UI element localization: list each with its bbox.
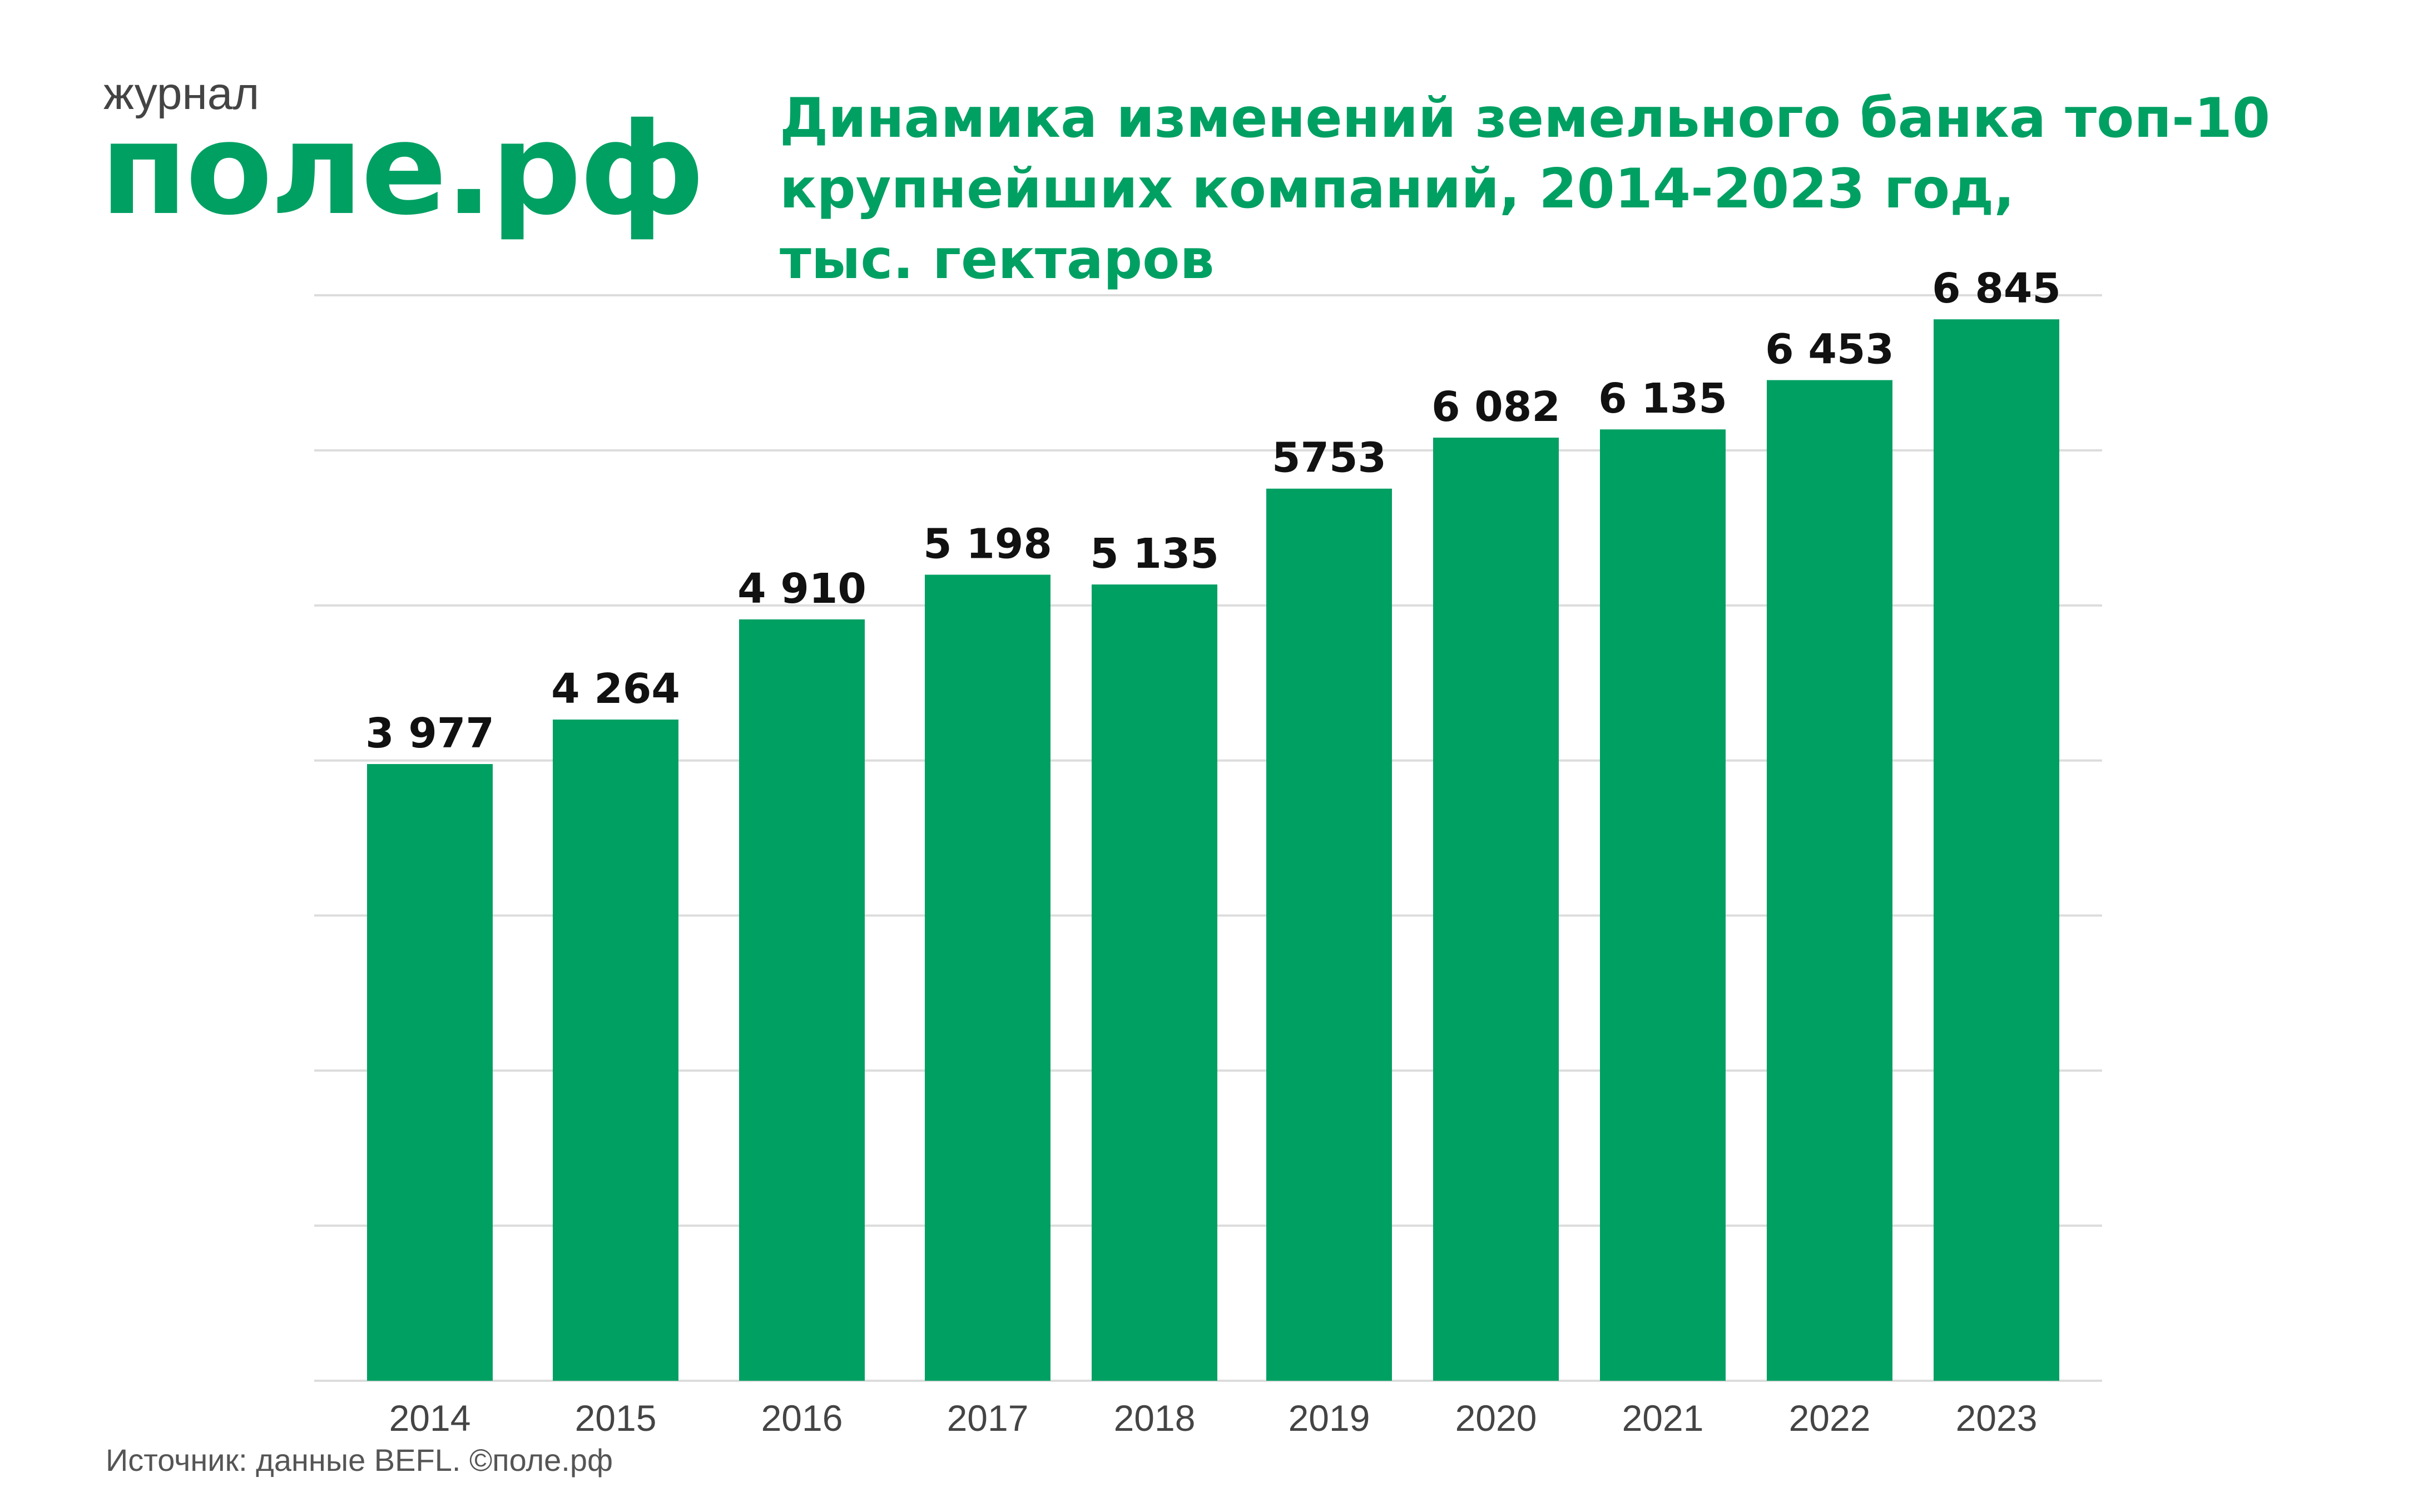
x-tick-label: 2014 [389, 1397, 471, 1439]
x-tick-label: 2015 [575, 1397, 657, 1439]
x-tick-label: 2023 [1956, 1397, 2038, 1439]
value-label-2023: 6 845 [1932, 265, 2061, 313]
bar-2015 [553, 719, 678, 1381]
logo: поле.рф [100, 95, 705, 243]
bar-2017 [925, 574, 1050, 1381]
value-label-2016: 4 910 [737, 565, 866, 613]
bar-2014 [367, 764, 493, 1381]
value-label-2020: 6 082 [1431, 383, 1560, 431]
x-tick-label: 2016 [761, 1397, 843, 1439]
bar-2018 [1092, 584, 1217, 1381]
x-tick-label: 2017 [947, 1397, 1029, 1439]
value-label-2014: 3 977 [365, 710, 494, 757]
bars [367, 319, 2059, 1381]
value-label-2017: 5 198 [923, 520, 1052, 568]
bar-2016 [739, 619, 865, 1381]
value-label-2015: 4 264 [551, 665, 680, 713]
value-label-2018: 5 135 [1090, 530, 1219, 578]
x-tick-label: 2018 [1114, 1397, 1196, 1439]
bar-2020 [1433, 437, 1559, 1381]
x-tick-label: 2021 [1622, 1397, 1704, 1439]
x-tick-label: 2022 [1789, 1397, 1871, 1439]
bar-2023 [1934, 319, 2059, 1381]
value-label-2021: 6 135 [1598, 375, 1727, 423]
x-tick-label: 2020 [1455, 1397, 1537, 1439]
value-labels: 3 977 4 264 4 910 5 198 5 135 5753 6 082 6 135 6… [365, 265, 2061, 757]
x-tick-label: 2019 [1289, 1397, 1370, 1439]
x-tick-labels: 2014 2015 2016 2017 2018 2019 2020 2021 2022 2023 [389, 1397, 2038, 1439]
chart-title: Динамика изменений земельного банка топ-… [780, 87, 2271, 291]
value-label-2019: 5753 [1272, 434, 1386, 482]
logo-prefix: журнал [103, 68, 260, 119]
bar-2019 [1266, 488, 1392, 1381]
source-note: Источник: данные BEFL. ©поле.рф [106, 1442, 613, 1478]
value-label-2022: 6 453 [1765, 326, 1894, 374]
bar-2021 [1600, 429, 1726, 1381]
bar-2022 [1767, 380, 1892, 1381]
